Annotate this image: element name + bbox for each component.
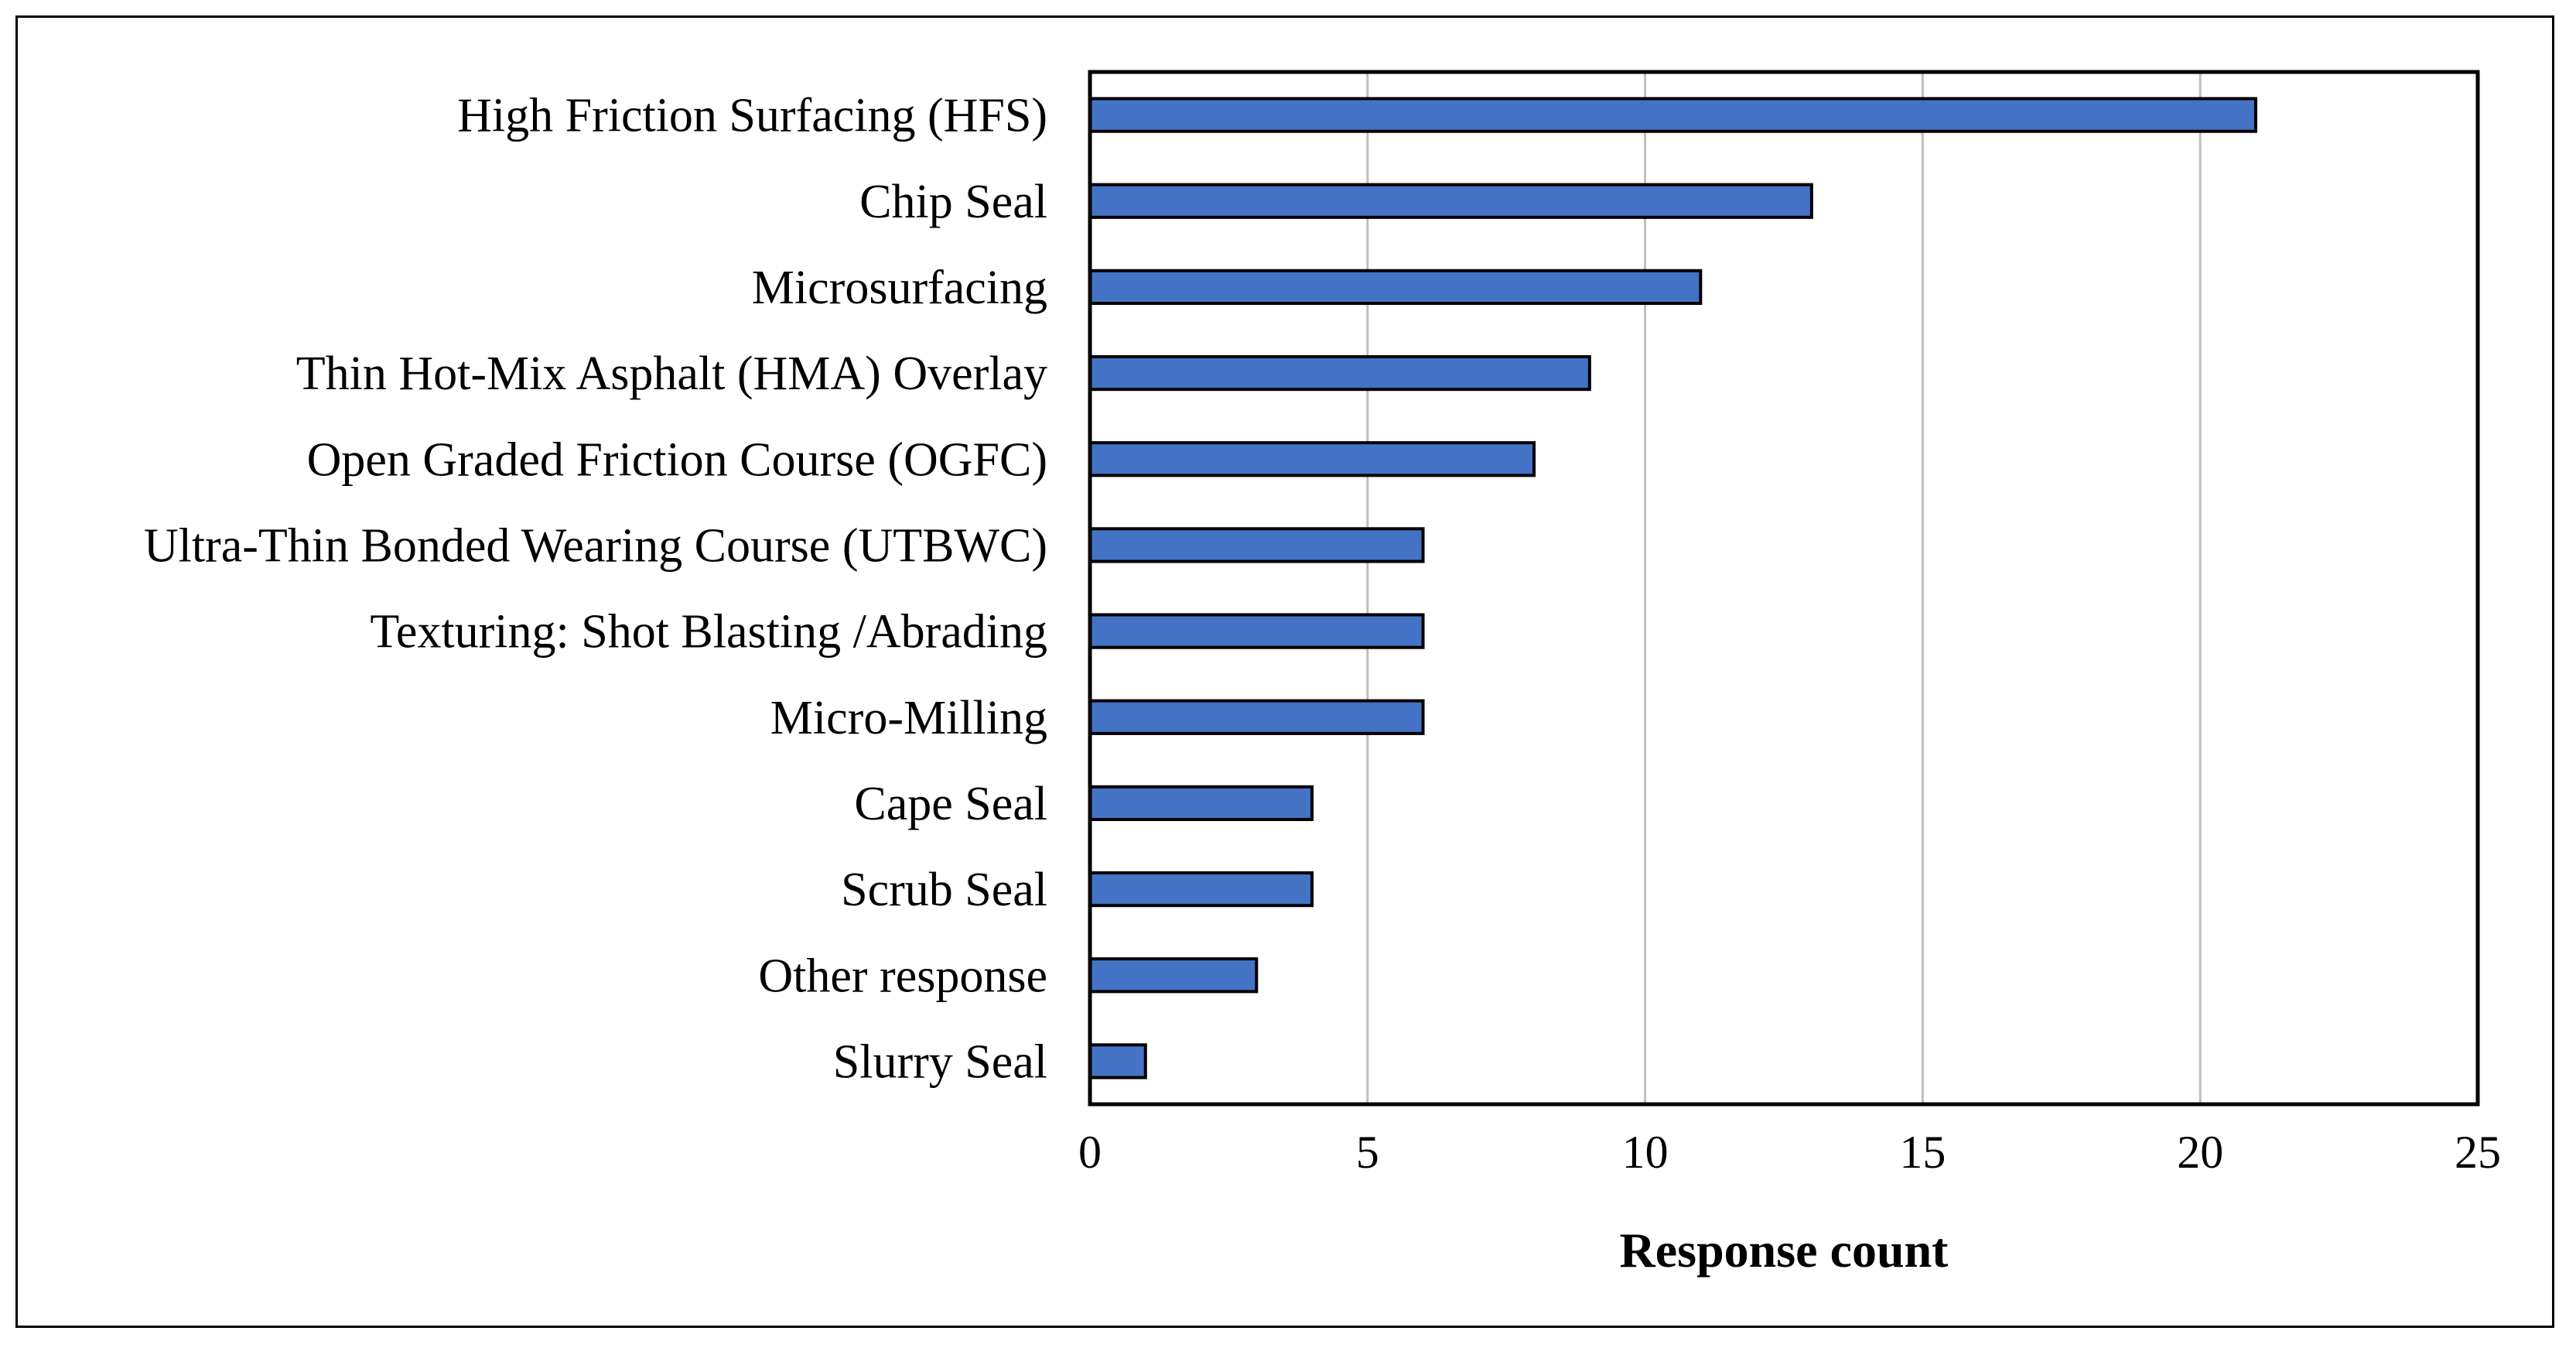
category-label: Micro-Milling bbox=[770, 692, 1047, 744]
bar bbox=[1088, 183, 1813, 219]
bar bbox=[1088, 97, 2257, 133]
x-tick-label: 20 bbox=[2177, 1127, 2223, 1178]
x-tick-label: 5 bbox=[1356, 1127, 1379, 1178]
bar bbox=[1088, 785, 1314, 822]
category-label: Open Graded Friction Course (OGFC) bbox=[307, 433, 1047, 486]
category-label: Microsurfacing bbox=[752, 262, 1047, 314]
x-tick-label: 15 bbox=[1899, 1127, 1946, 1178]
bar bbox=[1088, 957, 1259, 994]
x-tick-labels: 0 5 10 15 20 25 bbox=[1078, 1127, 2501, 1178]
bar bbox=[1088, 871, 1314, 908]
bar bbox=[1088, 441, 1536, 477]
x-tick-label: 10 bbox=[1622, 1127, 1669, 1178]
bar-chart: High Friction Surfacing (HFS) Chip Seal Mi… bbox=[144, 70, 2501, 1278]
category-label: High Friction Surfacing (HFS) bbox=[457, 90, 1047, 142]
category-label: Slurry Seal bbox=[833, 1035, 1047, 1088]
chart-frame: High Friction Surfacing (HFS) Chip Seal Mi… bbox=[15, 15, 2554, 1328]
bar bbox=[1088, 1043, 1147, 1079]
bar bbox=[1088, 527, 1425, 563]
bars bbox=[1088, 97, 2257, 1079]
category-label: Texturing: Shot Blasting /Abrading bbox=[370, 606, 1047, 659]
bar bbox=[1088, 699, 1425, 735]
bar bbox=[1088, 269, 1703, 306]
gridlines bbox=[1366, 72, 2202, 1104]
category-label: Thin Hot-Mix Asphalt (HMA) Overlay bbox=[296, 347, 1047, 400]
x-tick-label: 0 bbox=[1078, 1127, 1102, 1178]
bar bbox=[1088, 354, 1591, 392]
category-label: Chip Seal bbox=[859, 176, 1047, 228]
x-tick-label: 25 bbox=[2455, 1127, 2501, 1178]
category-label: Scrub Seal bbox=[841, 864, 1047, 916]
plot-area-border bbox=[1088, 70, 2480, 1107]
category-label: Other response bbox=[758, 949, 1047, 1002]
bar bbox=[1088, 613, 1425, 649]
category-label: Ultra-Thin Bonded Wearing Course (UTBWC) bbox=[144, 519, 1047, 572]
category-label: Cape Seal bbox=[854, 778, 1047, 830]
x-axis-title: Response count bbox=[1620, 1223, 1949, 1278]
category-labels: High Friction Surfacing (HFS) Chip Seal Mi… bbox=[144, 90, 1047, 1089]
